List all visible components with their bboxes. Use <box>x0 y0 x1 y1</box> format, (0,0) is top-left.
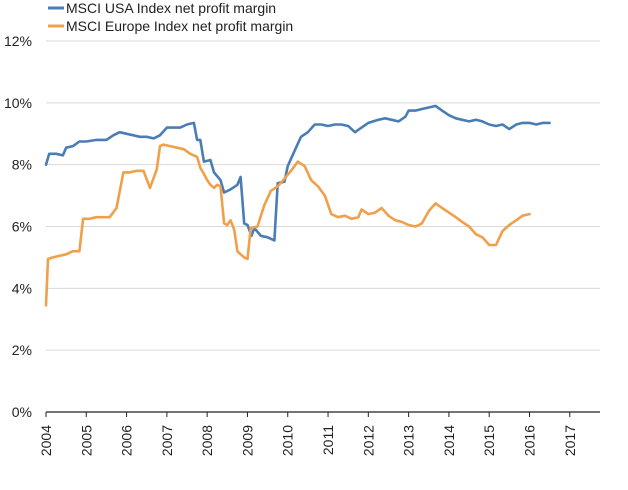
y-tick-label: 12% <box>4 33 32 49</box>
x-tick-label: 2016 <box>521 425 537 456</box>
x-tick-label: 2005 <box>78 425 94 456</box>
legend-label-europe: MSCI Europe Index net profit margin <box>66 18 293 34</box>
y-tick-label: 2% <box>12 342 32 358</box>
y-tick-label: 8% <box>12 157 32 173</box>
series-lines <box>44 104 551 307</box>
series-line-usa <box>44 104 551 242</box>
y-tick-label: 6% <box>12 219 32 235</box>
y-tick-labels: 0% 2% 4% 6% 8% 10% 12% <box>4 33 32 420</box>
gridlines <box>46 40 600 351</box>
x-tick-label: 2007 <box>159 425 175 456</box>
x-tick-label: 2012 <box>360 425 376 456</box>
x-tick-label: 2011 <box>320 425 336 455</box>
y-tick-label: 4% <box>12 280 32 296</box>
axes <box>45 411 600 417</box>
x-tick-label: 2014 <box>441 425 457 456</box>
series-line-europe <box>44 143 531 307</box>
y-tick-label: 10% <box>4 95 32 111</box>
x-tick-label: 2008 <box>199 425 215 456</box>
x-tick-label: 2004 <box>38 425 54 456</box>
y-tick-label: 0% <box>12 404 32 420</box>
x-tick-label: 2013 <box>401 425 417 456</box>
x-tick-labels: 2004 2005 2006 2007 2008 2009 2010 2011 2012 2013… <box>38 425 578 456</box>
legend: MSCI USA Index net profit margin MSCI Eu… <box>48 0 293 34</box>
x-tick-label: 2010 <box>280 425 296 456</box>
x-tick-label: 2015 <box>481 425 497 456</box>
x-tick-label: 2009 <box>239 425 255 456</box>
legend-label-usa: MSCI USA Index net profit margin <box>66 0 276 16</box>
x-tick-label: 2006 <box>119 425 135 456</box>
x-tick-label: 2017 <box>562 425 578 456</box>
